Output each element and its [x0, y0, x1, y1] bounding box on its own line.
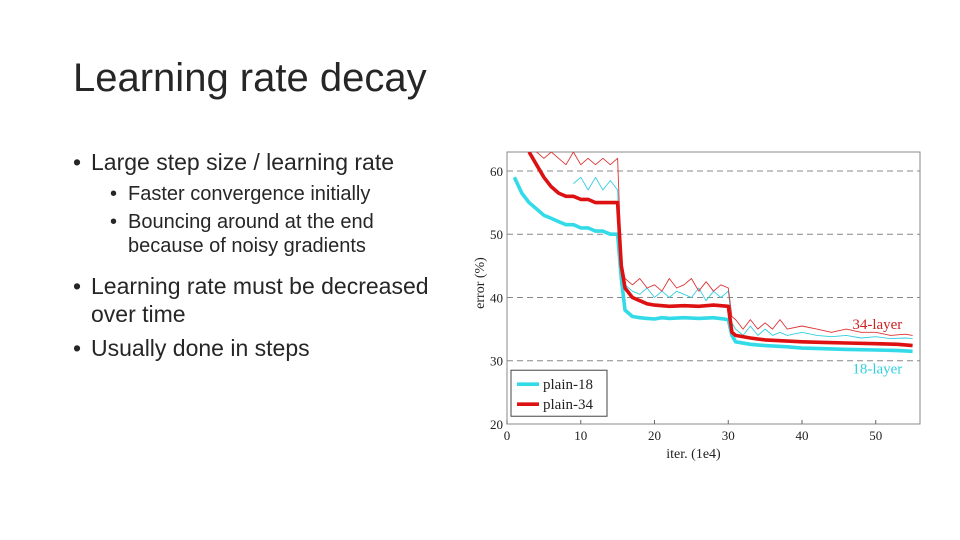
- x-tick-label: 50: [869, 428, 882, 443]
- x-tick-label: 20: [648, 428, 661, 443]
- annotation-34-layer: 34-layer: [852, 317, 902, 333]
- x-tick-label: 40: [796, 428, 809, 443]
- y-axis-label: error (%): [473, 257, 488, 309]
- y-tick-label: 60: [490, 164, 503, 179]
- x-tick-label: 30: [722, 428, 735, 443]
- legend-label: plain-34: [543, 397, 593, 413]
- y-tick-label: 30: [490, 354, 503, 369]
- bullet-item: Learning rate must be decreased over tim…: [73, 272, 443, 328]
- series-line-plain-34: [527, 152, 913, 348]
- y-tick-label: 50: [490, 227, 503, 242]
- plot-frame: [506, 151, 921, 425]
- chart-svg: 20 30 40 50 60 0 10 20 30 40 50 iter. (1e4) error (%…: [473, 151, 921, 462]
- y-tick-label: 20: [490, 417, 503, 432]
- slide-title: Learning rate decay: [73, 56, 427, 100]
- x-tick-label: 10: [574, 428, 587, 443]
- bullet-list: Large step size / learning rate Faster c…: [73, 148, 443, 368]
- bullet-item: Usually done in steps: [73, 334, 443, 362]
- x-tick-label: 0: [504, 428, 511, 443]
- annotation-18-layer: 18-layer: [852, 361, 902, 377]
- legend-label: plain-18: [543, 377, 593, 393]
- series-line-unlabeled-2: [573, 176, 913, 340]
- y-tick-label: 40: [490, 290, 503, 305]
- sub-bullet-item: Bouncing around at the end because of no…: [110, 210, 443, 258]
- series-line-unlabeled-3: [535, 152, 913, 336]
- x-axis-label: iter. (1e4): [666, 447, 721, 462]
- legend-box: [510, 369, 608, 417]
- bullet-item: Large step size / learning rate: [73, 148, 443, 176]
- sub-bullet-item: Faster convergence initially: [110, 182, 443, 206]
- series-line-plain-18: [512, 176, 913, 354]
- error-chart: 20 30 40 50 60 0 10 20 30 40 50 iter. (1e4) error (%…: [462, 140, 932, 470]
